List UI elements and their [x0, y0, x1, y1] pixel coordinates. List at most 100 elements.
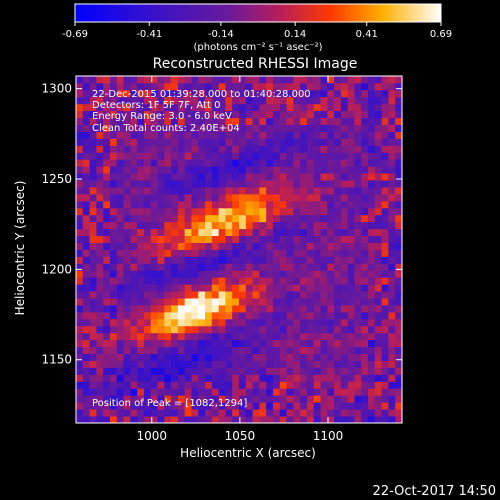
heatmap-cell	[225, 242, 233, 250]
heatmap-cell	[89, 367, 97, 375]
heatmap-cell	[334, 124, 342, 132]
heatmap-cell	[245, 318, 253, 327]
heatmap-cell	[157, 207, 165, 216]
heatmap-cell	[150, 228, 158, 237]
heatmap-cell	[177, 166, 186, 174]
heatmap-cell	[306, 291, 315, 299]
heatmap-cell	[103, 76, 111, 84]
heatmap-cell	[252, 402, 260, 410]
heatmap-cell	[320, 187, 328, 195]
heatmap-cell	[205, 416, 213, 424]
heatmap-cell	[320, 103, 328, 112]
heatmap-cell	[211, 291, 220, 299]
heatmap-cell	[225, 145, 233, 153]
heatmap-cell	[381, 221, 389, 230]
heatmap-cell	[109, 76, 118, 84]
heatmap-cell	[347, 214, 355, 223]
heatmap-cell	[381, 318, 389, 327]
heatmap-cell	[137, 311, 145, 320]
heatmap-cell	[300, 159, 308, 167]
heatmap-cell	[340, 152, 349, 160]
heatmap-cell	[205, 402, 213, 410]
heatmap-cell	[388, 291, 396, 299]
heatmap-cell	[137, 284, 145, 292]
heatmap-cell	[272, 166, 281, 174]
heatmap-cell	[218, 193, 226, 202]
heatmap-cell	[327, 228, 335, 237]
heatmap-cell	[109, 298, 118, 306]
heatmap-cell	[347, 96, 355, 105]
heatmap-cell	[137, 256, 145, 264]
heatmap-cell	[89, 235, 97, 243]
heatmap-cell	[103, 256, 111, 264]
heatmap-cell	[286, 332, 294, 341]
heatmap-cell	[313, 200, 321, 209]
heatmap-cell	[232, 131, 240, 139]
heatmap-cell	[300, 221, 308, 230]
heatmap-cell	[300, 339, 308, 348]
heatmap-cell	[239, 152, 247, 160]
heatmap-cell	[191, 256, 199, 264]
heatmap-cell	[239, 339, 247, 348]
heatmap-cell	[286, 117, 294, 125]
heatmap-cell	[76, 325, 84, 334]
heatmap-cell	[211, 193, 220, 202]
heatmap-cell	[218, 249, 226, 257]
heatmap-cell	[103, 284, 111, 292]
heatmap-cell	[313, 166, 321, 174]
heatmap-cell	[340, 256, 349, 264]
heatmap-cell	[286, 339, 294, 348]
heatmap-cell	[300, 235, 308, 243]
heatmap-cell	[150, 89, 158, 98]
heatmap-cell	[89, 152, 97, 160]
heatmap-cell	[184, 159, 192, 167]
heatmap-cell	[334, 360, 342, 368]
heatmap-cell	[340, 228, 349, 237]
heatmap-cell	[157, 367, 165, 375]
heatmap-cell	[368, 256, 376, 264]
heatmap-cell	[130, 291, 138, 299]
heatmap-cell	[334, 353, 342, 361]
heatmap-cell	[184, 332, 192, 341]
heatmap-cell	[76, 145, 84, 153]
heatmap-cell	[327, 117, 335, 125]
heatmap-cell	[184, 200, 192, 209]
heatmap-cell	[191, 214, 199, 223]
heatmap-cell	[300, 256, 308, 264]
heatmap-cell	[211, 221, 220, 230]
heatmap-cell	[395, 207, 403, 216]
heatmap-cell	[130, 298, 138, 306]
heatmap-cell	[306, 89, 315, 98]
heatmap-cell	[130, 409, 138, 417]
heatmap-cell	[205, 311, 213, 320]
heatmap-cell	[211, 374, 220, 382]
heatmap-cell	[361, 152, 369, 160]
heatmap-cell	[218, 298, 226, 306]
heatmap-cell	[171, 277, 179, 285]
heatmap-cell	[137, 193, 145, 202]
heatmap-cell	[150, 138, 158, 146]
heatmap-cell	[334, 89, 342, 98]
heatmap-cell	[306, 96, 315, 105]
heatmap-cell	[171, 381, 179, 389]
heatmap-cell	[293, 270, 301, 278]
heatmap-cell	[239, 235, 247, 243]
heatmap-cell	[109, 409, 118, 417]
heatmap-cell	[340, 103, 349, 112]
heatmap-cell	[76, 277, 84, 285]
heatmap-cell	[184, 152, 192, 160]
heatmap-cell	[252, 117, 260, 125]
heatmap-cell	[96, 207, 104, 216]
heatmap-cell	[361, 374, 369, 382]
heatmap-cell	[388, 263, 396, 271]
heatmap-cell	[252, 291, 260, 299]
heatmap-cell	[123, 124, 131, 132]
heatmap-cell	[340, 402, 349, 410]
heatmap-cell	[177, 138, 186, 146]
heatmap-cell	[361, 298, 369, 306]
heatmap-cell	[96, 305, 104, 313]
heatmap-cell	[361, 346, 369, 354]
heatmap-cell	[320, 381, 328, 389]
heatmap-cell	[171, 360, 179, 368]
heatmap-cell	[164, 353, 172, 361]
